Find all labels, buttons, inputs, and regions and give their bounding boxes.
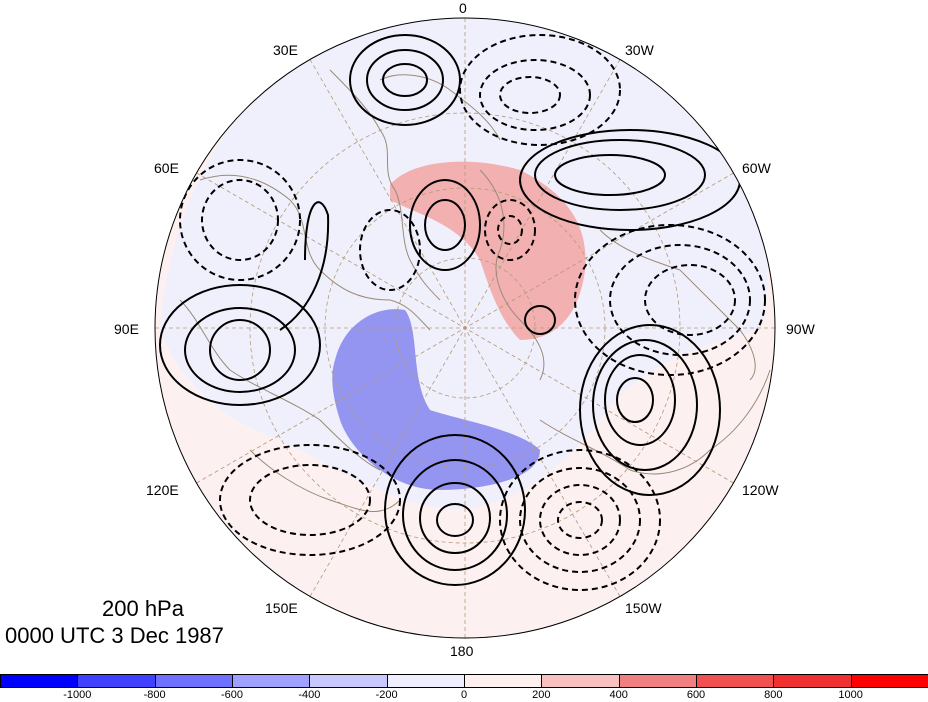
colorbar-tick-label: -600 [220,689,244,701]
colorbar-swatch [309,674,388,688]
colorbar-tick-label: 400 [609,689,628,701]
colorbar-swatch [0,674,79,688]
lon-label-0: 0 [459,0,467,16]
colorbar-tick-label: -400 [298,689,321,701]
colorbar-tick-label: -800 [143,689,166,701]
time-label: 0000 UTC 3 Dec 1987 [5,623,224,648]
lon-label-60e: 60E [154,160,179,176]
lon-label-120e: 120E [146,482,179,498]
lon-label-150w: 150W [625,600,662,616]
lon-label-30e: 30E [273,42,298,58]
lon-label-90e: 90E [114,321,139,337]
lon-label-60w: 60W [742,160,771,176]
colorbar-swatch [541,674,620,688]
colorbar-tick-label: -1000 [63,689,92,701]
coastlines [179,69,771,513]
colorbar-tick-label: 1000 [838,689,863,701]
lon-label-120w: 120W [742,482,779,498]
colorbar-tick-label: 600 [686,689,706,701]
map-boundary [154,17,776,639]
lon-label-180: 180 [450,643,474,659]
lon-label-150e: 150E [265,600,298,616]
colorbar-swatch [154,674,233,688]
colorbar: -1000 -800 -600 -400 -200 0 200 400 600 800 1000 [0,674,928,702]
negative-contours [179,34,766,591]
lon-label-90w: 90W [786,321,815,337]
colorbar-swatch [696,674,775,688]
colorbar-tick-label: 800 [764,689,783,701]
colorbar-swatch [773,674,852,688]
colorbar-swatch [850,674,928,688]
colorbar-tick-label: -200 [375,689,398,701]
colorbar-swatch [77,674,156,688]
lon-label-30w: 30W [625,42,654,58]
colorbar-swatch [464,674,543,688]
colorbar-swatch [386,674,465,688]
colorbar-swatch [618,674,697,688]
colorbar-swatch [232,674,311,688]
colorbar-tick-label: 200 [532,689,551,701]
colorbar-tick-label: 0 [460,689,468,701]
level-label: 200 hPa [102,596,184,621]
